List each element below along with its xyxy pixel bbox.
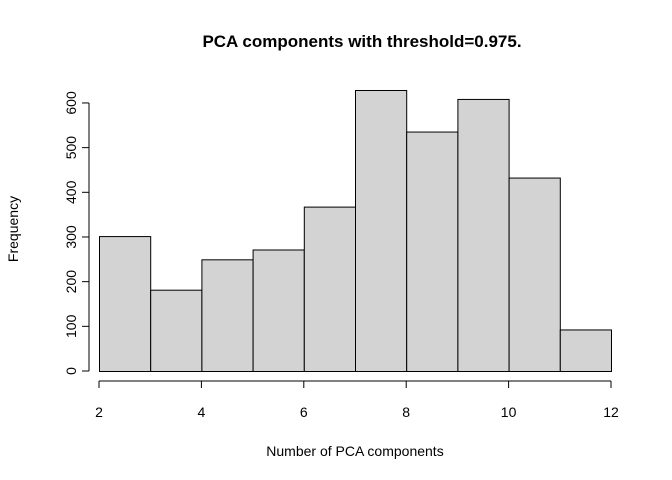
y-tick-label-600: 600	[63, 91, 79, 115]
bars-group	[99, 90, 612, 373]
chart-title: PCA components with threshold=0.975.	[202, 32, 521, 51]
histogram-bar-6-7	[303, 206, 356, 372]
histogram-bar-4-5	[201, 259, 254, 372]
y-tick-label-500: 500	[63, 136, 79, 160]
histogram-bar-10-11	[508, 177, 561, 372]
y-tick-label-300: 300	[63, 225, 79, 249]
x-tick-label-6: 6	[300, 404, 308, 420]
x-axis: 2 4 6 8 10 12	[95, 380, 619, 420]
x-tick-label-12: 12	[603, 404, 619, 420]
y-tick-label-0: 0	[63, 367, 79, 375]
x-tick-label-10: 10	[501, 404, 517, 420]
histogram-bar-8-9	[406, 131, 459, 372]
y-axis: 0 100 200 300 400 500 600	[63, 91, 90, 375]
histogram-bar-11-12	[559, 329, 612, 372]
y-tick-label-400: 400	[63, 180, 79, 204]
y-axis-label: Frequency	[5, 196, 21, 262]
x-tick-label-8: 8	[402, 404, 410, 420]
histogram-bar-2-3	[99, 236, 152, 372]
histogram-bar-3-4	[150, 289, 203, 373]
x-tick-label-4: 4	[198, 404, 206, 420]
x-axis-label: Number of PCA components	[266, 443, 443, 459]
y-tick-label-200: 200	[63, 270, 79, 294]
histogram-bar-9-10	[457, 98, 510, 372]
y-tick-label-100: 100	[63, 314, 79, 338]
histogram-bar-7-8	[355, 90, 408, 372]
histogram-bar-5-6	[252, 249, 305, 372]
x-tick-label-2: 2	[95, 404, 103, 420]
